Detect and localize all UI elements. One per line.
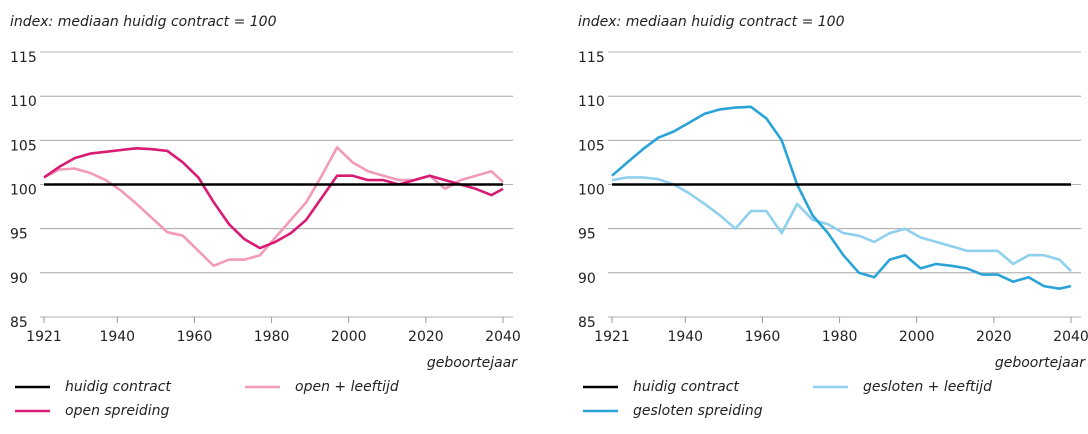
- y-tick-label: 105: [10, 138, 37, 154]
- subtitle: index: mediaan huidig contract = 100: [578, 14, 845, 30]
- line-series: [611, 105, 1072, 290]
- legend-label: huidig contract: [65, 379, 171, 395]
- x-axis-label: geboortejaar: [427, 355, 518, 371]
- y-tick-label: 90: [10, 271, 28, 287]
- x-tick-label: 1960: [177, 329, 213, 345]
- x-tick-label: 1980: [254, 329, 290, 345]
- y-tick-label: 105: [578, 138, 605, 154]
- x-tick-label: 1940: [667, 329, 703, 345]
- x-tick-label: 2020: [408, 329, 444, 345]
- x-tick-label: 1940: [99, 329, 135, 345]
- legend-label: open spreiding: [65, 403, 169, 419]
- subtitle: index: mediaan huidig contract = 100: [10, 14, 277, 30]
- legend-label: gesloten + leeftijd: [863, 379, 992, 395]
- y-tick-label: 85: [578, 315, 596, 331]
- line-series: [43, 146, 504, 268]
- line-series: [43, 147, 504, 250]
- y-tick-label: 95: [10, 227, 28, 243]
- x-tick-label: 1921: [594, 329, 630, 345]
- legend-label: open + leeftijd: [295, 379, 399, 395]
- y-tick-label: 115: [578, 50, 605, 66]
- x-tick-label: 2000: [899, 329, 935, 345]
- y-tick-label: 110: [10, 94, 37, 110]
- y-tick-label: 85: [10, 315, 28, 331]
- x-tick-label: 1980: [822, 329, 858, 345]
- y-tick-label: 100: [10, 183, 37, 199]
- y-tick-label: 100: [578, 183, 605, 199]
- x-tick-label: 1921: [26, 329, 62, 345]
- legend-label: huidig contract: [633, 379, 739, 395]
- line-series: [611, 176, 1072, 273]
- legend-label: gesloten spreiding: [633, 403, 763, 419]
- x-tick-label: 1960: [745, 329, 781, 345]
- y-tick-label: 110: [578, 94, 605, 110]
- x-axis-label: geboortejaar: [995, 355, 1086, 371]
- y-tick-label: 115: [10, 50, 37, 66]
- y-tick-label: 95: [578, 227, 596, 243]
- x-tick-label: 2040: [485, 329, 521, 345]
- x-tick-label: 2020: [976, 329, 1012, 345]
- x-tick-label: 2040: [1053, 329, 1088, 345]
- x-tick-label: 2000: [331, 329, 367, 345]
- y-tick-label: 90: [578, 271, 596, 287]
